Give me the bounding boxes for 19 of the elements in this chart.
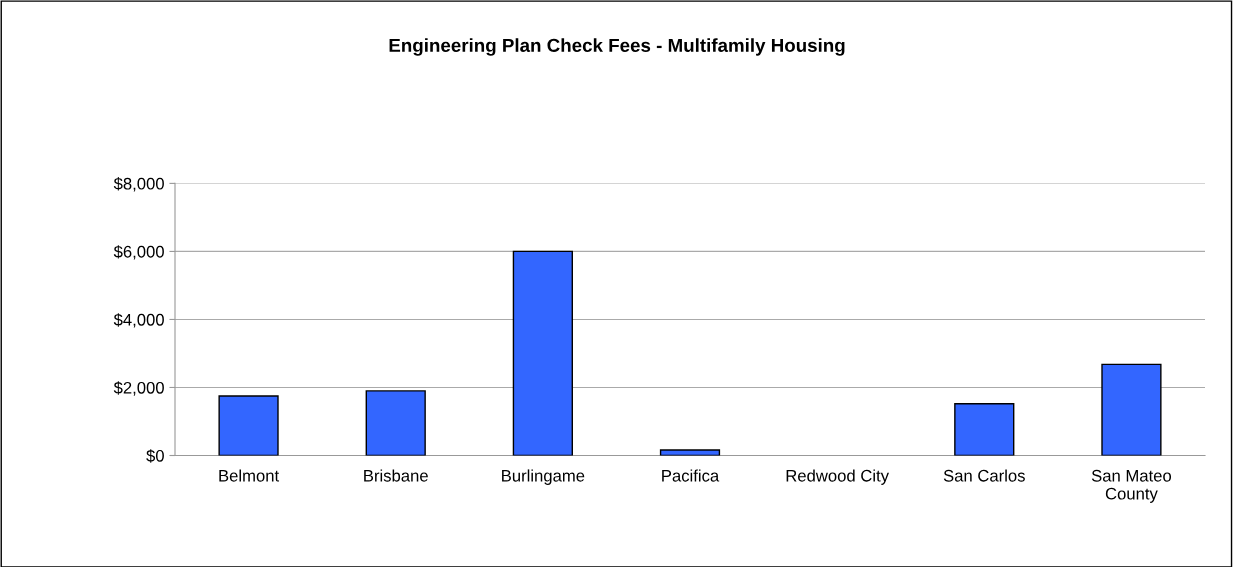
x-tick-label: San Carlos — [943, 469, 1025, 482]
bar — [1101, 363, 1162, 456]
bar — [365, 390, 426, 456]
y-tick-label: $4,000 — [113, 313, 164, 328]
x-tick-label: Burlingame — [502, 469, 585, 485]
bar — [218, 395, 279, 456]
x-tick-label: Redwood City — [786, 469, 889, 485]
x-tick-label: Brisbane — [364, 469, 428, 482]
x-tick-label: San Mateo County — [1091, 469, 1172, 503]
y-tick-label: $2,000 — [113, 381, 164, 396]
x-tick-label: Pacifica — [662, 469, 720, 482]
chart-title: Engineering Plan Check Fees - Multifamily Housing — [389, 38, 845, 56]
y-tick-label: $8,000 — [113, 177, 164, 192]
bar — [512, 250, 573, 456]
y-tick-label: $0 — [146, 449, 164, 463]
x-tick-label: Belmont — [219, 469, 280, 482]
bar — [659, 449, 721, 456]
bar — [954, 403, 1015, 456]
y-tick-label: $6,000 — [113, 245, 164, 260]
